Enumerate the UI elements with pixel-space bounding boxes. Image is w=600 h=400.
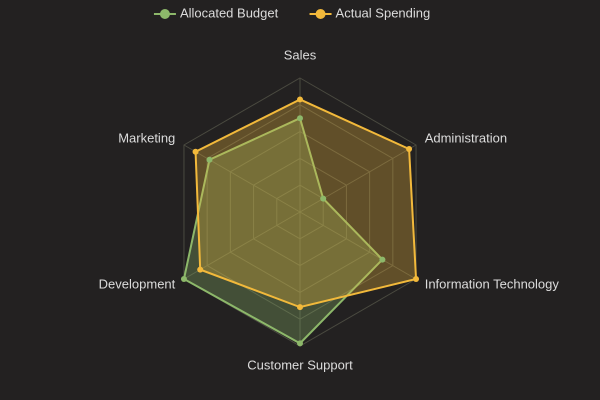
legend-label[interactable]: Actual Spending [336,5,431,20]
axis-label: Marketing [118,130,175,145]
data-point [297,96,303,103]
spoke [299,144,417,213]
spoke [299,211,417,280]
data-point [192,148,199,155]
axis-label: Development [99,276,176,291]
data-point [206,156,213,163]
data-point [297,340,303,347]
spoke [183,211,301,280]
legend-marker[interactable] [315,9,326,19]
data-point [197,266,204,273]
data-point [413,276,420,282]
axis-label: Administration [425,130,507,145]
legend-label[interactable]: Allocated Budget [180,5,279,20]
data-point [180,276,187,282]
data-point [320,195,327,202]
axis-label: Sales [284,47,317,62]
spoke [183,144,301,213]
axis-label: Information Technology [425,276,560,291]
data-point [406,146,413,153]
data-point [297,304,303,311]
data-point [297,115,303,122]
data-point [379,256,386,263]
legend-marker[interactable] [159,9,170,19]
axis-label: Customer Support [247,357,353,372]
